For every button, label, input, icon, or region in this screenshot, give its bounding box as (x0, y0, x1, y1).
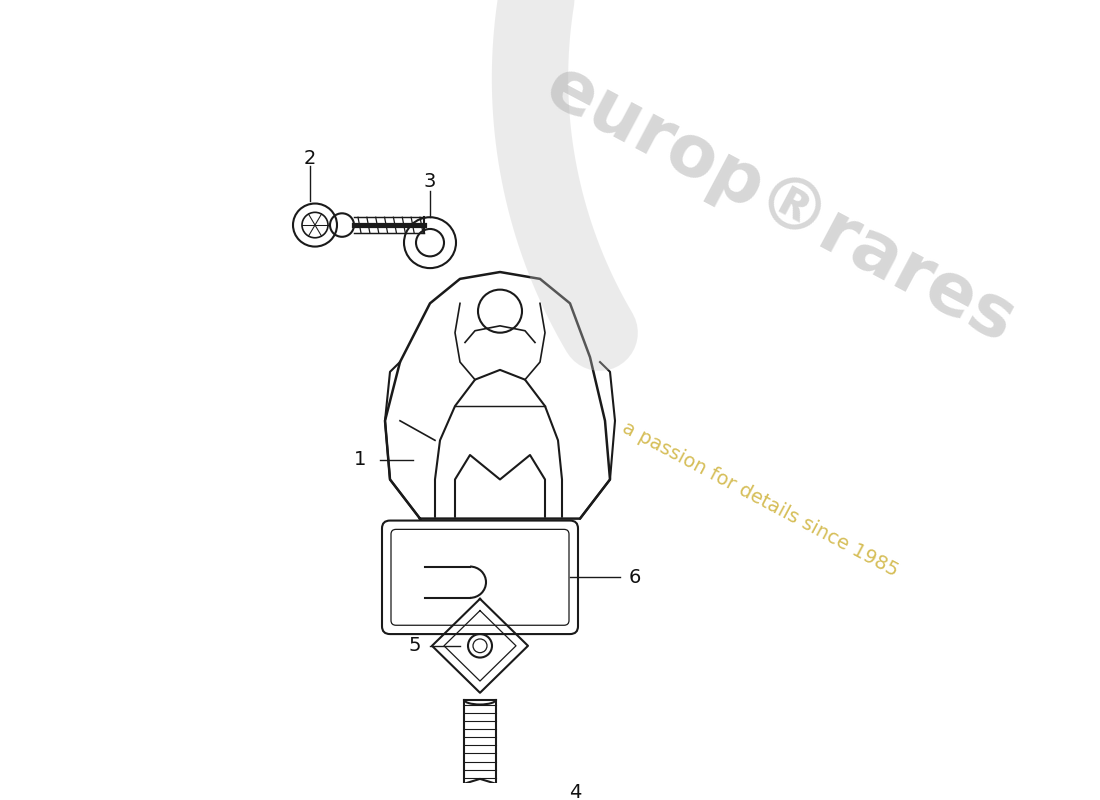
Text: 6: 6 (629, 568, 641, 587)
Text: a passion for details since 1985: a passion for details since 1985 (619, 418, 901, 580)
Text: 3: 3 (424, 171, 437, 190)
Text: europ®rares: europ®rares (534, 53, 1026, 358)
Text: 4: 4 (569, 783, 581, 800)
Text: 5: 5 (409, 636, 421, 655)
Text: 1: 1 (354, 450, 366, 470)
Text: 2: 2 (304, 149, 316, 168)
